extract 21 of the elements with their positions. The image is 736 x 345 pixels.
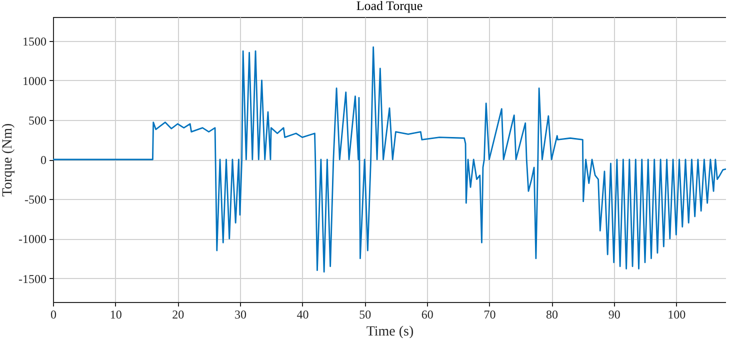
x-tick-label: 10 (110, 308, 122, 322)
x-tick-label: 0 (50, 308, 56, 322)
line-series (53, 46, 726, 273)
y-tick-label: -500 (24, 192, 46, 207)
y-tick-label: 0 (40, 153, 46, 167)
x-tick-label: 30 (234, 308, 246, 322)
x-tick-label: 50 (359, 308, 372, 322)
x-tick-label: 90 (608, 308, 620, 322)
y-tick-label: 500 (28, 113, 46, 128)
y-axis-title: Torque (Nm) (0, 123, 16, 197)
x-tick-label: 20 (172, 308, 184, 322)
y-tick-label: 1000 (22, 74, 46, 88)
x-tick-label: 80 (546, 308, 558, 322)
x-tick-label: 60 (421, 308, 434, 322)
y-tick-label: -1000 (18, 232, 46, 246)
x-tick-label: 70 (484, 308, 496, 322)
x-tick-label: 40 (296, 308, 309, 322)
x-tick-label: 100 (668, 308, 686, 322)
y-tick-label: -1500 (18, 272, 46, 286)
y-tick-label: 1500 (22, 34, 46, 48)
chart-title: Load Torque (356, 0, 423, 13)
